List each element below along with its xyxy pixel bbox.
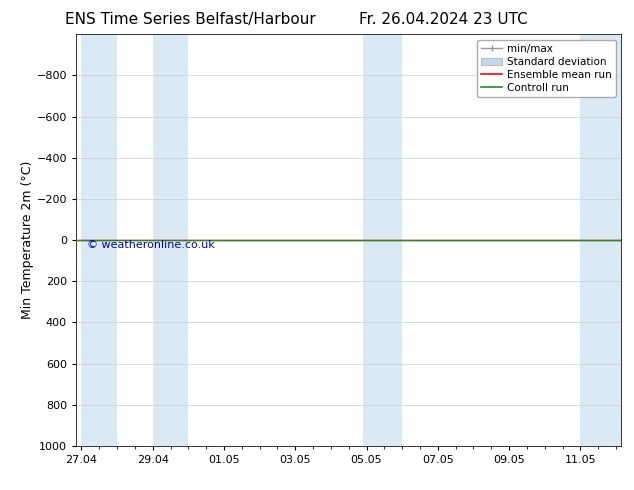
Text: © weatheronline.co.uk: © weatheronline.co.uk <box>87 240 215 250</box>
Bar <box>153 34 188 446</box>
Text: Fr. 26.04.2024 23 UTC: Fr. 26.04.2024 23 UTC <box>359 12 528 27</box>
Bar <box>81 34 117 446</box>
Legend: min/max, Standard deviation, Ensemble mean run, Controll run: min/max, Standard deviation, Ensemble me… <box>477 40 616 97</box>
Bar <box>363 34 402 446</box>
Y-axis label: Min Temperature 2m (°C): Min Temperature 2m (°C) <box>21 161 34 319</box>
Text: ENS Time Series Belfast/Harbour: ENS Time Series Belfast/Harbour <box>65 12 316 27</box>
Bar <box>580 34 621 446</box>
